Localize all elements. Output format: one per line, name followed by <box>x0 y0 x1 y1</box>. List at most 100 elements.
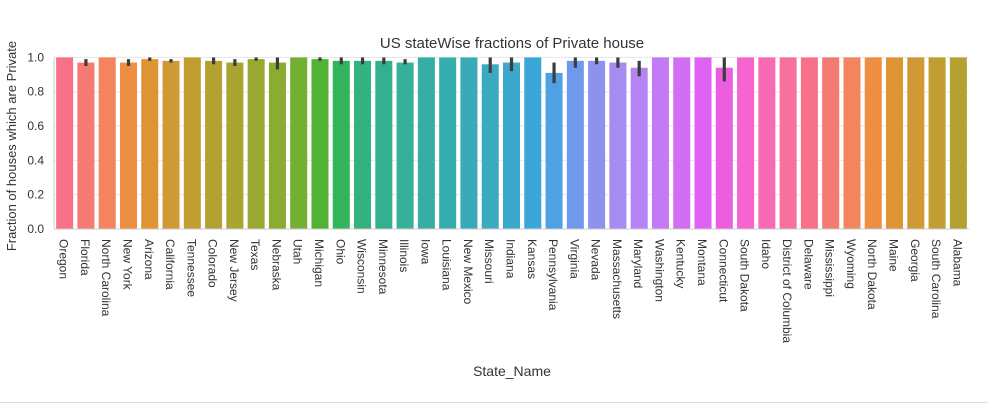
x-tick-label: Kansas <box>525 239 539 279</box>
x-tick-label: Washington <box>652 239 666 302</box>
bar <box>651 57 669 230</box>
bar <box>907 57 925 230</box>
x-tick-label: Maine <box>887 239 901 272</box>
bar <box>588 60 606 229</box>
x-tick-label: New Jersey <box>227 239 241 302</box>
x-tick-label: Wyoming <box>844 239 858 289</box>
x-tick-label: New York <box>120 239 134 291</box>
x-tick-label: California <box>163 239 177 290</box>
x-tick-label: Louisiana <box>440 239 454 291</box>
bar <box>566 60 584 229</box>
x-tick-label: Maryland <box>631 239 645 288</box>
x-tick-label: Idaho <box>759 239 773 269</box>
y-tick-label: 1.0 <box>27 50 44 64</box>
x-tick-label: Kentucky <box>674 239 688 288</box>
bar <box>545 72 563 229</box>
bar <box>290 57 308 230</box>
x-tick-label: Virginia <box>567 239 581 279</box>
bar <box>758 57 776 230</box>
bar <box>843 57 861 230</box>
x-tick-label: New Mexico <box>461 239 475 305</box>
chart-title: US stateWise fractions of Private house <box>380 35 644 52</box>
bar <box>502 62 521 229</box>
x-tick-label: Oregon <box>57 239 71 279</box>
bar <box>311 59 329 229</box>
bar <box>630 67 648 229</box>
bar <box>673 57 691 230</box>
bar <box>98 57 116 230</box>
x-tick-labels: Oregon Florida North Carolina New York Arizo… <box>57 239 965 343</box>
bar <box>481 64 499 229</box>
x-tick-label: Pennsylvania <box>546 239 560 311</box>
bar <box>460 57 478 230</box>
bar <box>354 60 372 229</box>
bar <box>205 60 223 229</box>
bar <box>268 62 286 229</box>
bar <box>247 59 265 229</box>
bars <box>56 57 967 230</box>
y-tick-label: 0.6 <box>27 119 44 133</box>
x-tick-label: Alabama <box>950 239 964 287</box>
x-tick-label: Montana <box>695 239 709 286</box>
y-tick-label: 0.8 <box>27 85 44 99</box>
bar <box>77 62 95 229</box>
x-tick-label: South Carolina <box>929 239 943 319</box>
x-tick-label: Nevada <box>589 239 603 281</box>
x-tick-label: Ohio <box>333 239 347 265</box>
y-axis-label: Fraction of houses which are Private <box>4 41 19 251</box>
error-bars <box>84 57 726 84</box>
x-tick-label: Nebraska <box>269 239 283 291</box>
bar <box>800 57 818 230</box>
bar <box>886 57 904 230</box>
x-tick-label: Tennessee <box>184 239 198 297</box>
bar <box>183 57 201 230</box>
x-tick-label: Minnesota <box>376 239 390 295</box>
divider <box>0 402 988 403</box>
bar <box>332 60 350 229</box>
bar <box>949 57 967 230</box>
x-tick-label: South Dakota <box>738 239 752 312</box>
x-tick-label: Texas <box>248 239 262 270</box>
bar <box>694 57 712 230</box>
x-tick-label: Georgia <box>908 239 922 282</box>
x-tick-label: Wisconsin <box>355 239 369 294</box>
x-tick-label: Iowa <box>418 239 432 265</box>
x-tick-label: Michigan <box>312 239 326 287</box>
bar <box>141 59 159 229</box>
x-tick-label: Delaware <box>801 239 815 290</box>
x-axis-label: State_Name <box>473 363 551 379</box>
bar <box>119 62 137 229</box>
x-tick-label: Arizona <box>142 239 156 280</box>
x-tick-label: Colorado <box>206 239 220 288</box>
x-tick-label: Mississippi <box>823 239 837 297</box>
bar <box>417 57 435 230</box>
x-tick-label: Indiana <box>504 239 518 279</box>
bar <box>162 60 180 229</box>
bar <box>864 57 882 230</box>
x-tick-label: North Carolina <box>99 239 113 317</box>
bar <box>715 67 733 229</box>
y-tick-labels: 0.0 0.2 0.4 0.6 0.8 1.0 <box>27 50 44 236</box>
x-tick-label: Florida <box>78 239 92 276</box>
y-tick-label: 0.4 <box>27 153 44 167</box>
x-tick-label: Utah <box>291 239 305 264</box>
x-tick-label: North Dakota <box>865 239 879 310</box>
y-tick-label: 0.2 <box>27 188 44 202</box>
bar <box>609 62 627 229</box>
x-tick-label: Illinois <box>397 239 411 272</box>
bar <box>928 57 946 230</box>
x-tick-label: Missouri <box>482 239 496 284</box>
y-tick-label: 0.0 <box>27 222 44 236</box>
x-tick-label: District of Columbia <box>780 239 794 343</box>
x-tick-label: Connecticut <box>716 239 730 303</box>
bar <box>226 62 244 229</box>
bar <box>779 57 797 230</box>
bar <box>375 60 393 229</box>
bar <box>56 57 74 230</box>
bar <box>822 57 840 230</box>
bar <box>524 57 542 230</box>
bar <box>439 57 457 230</box>
bar <box>396 62 414 229</box>
x-tick-label: Massachusetts <box>610 239 624 319</box>
